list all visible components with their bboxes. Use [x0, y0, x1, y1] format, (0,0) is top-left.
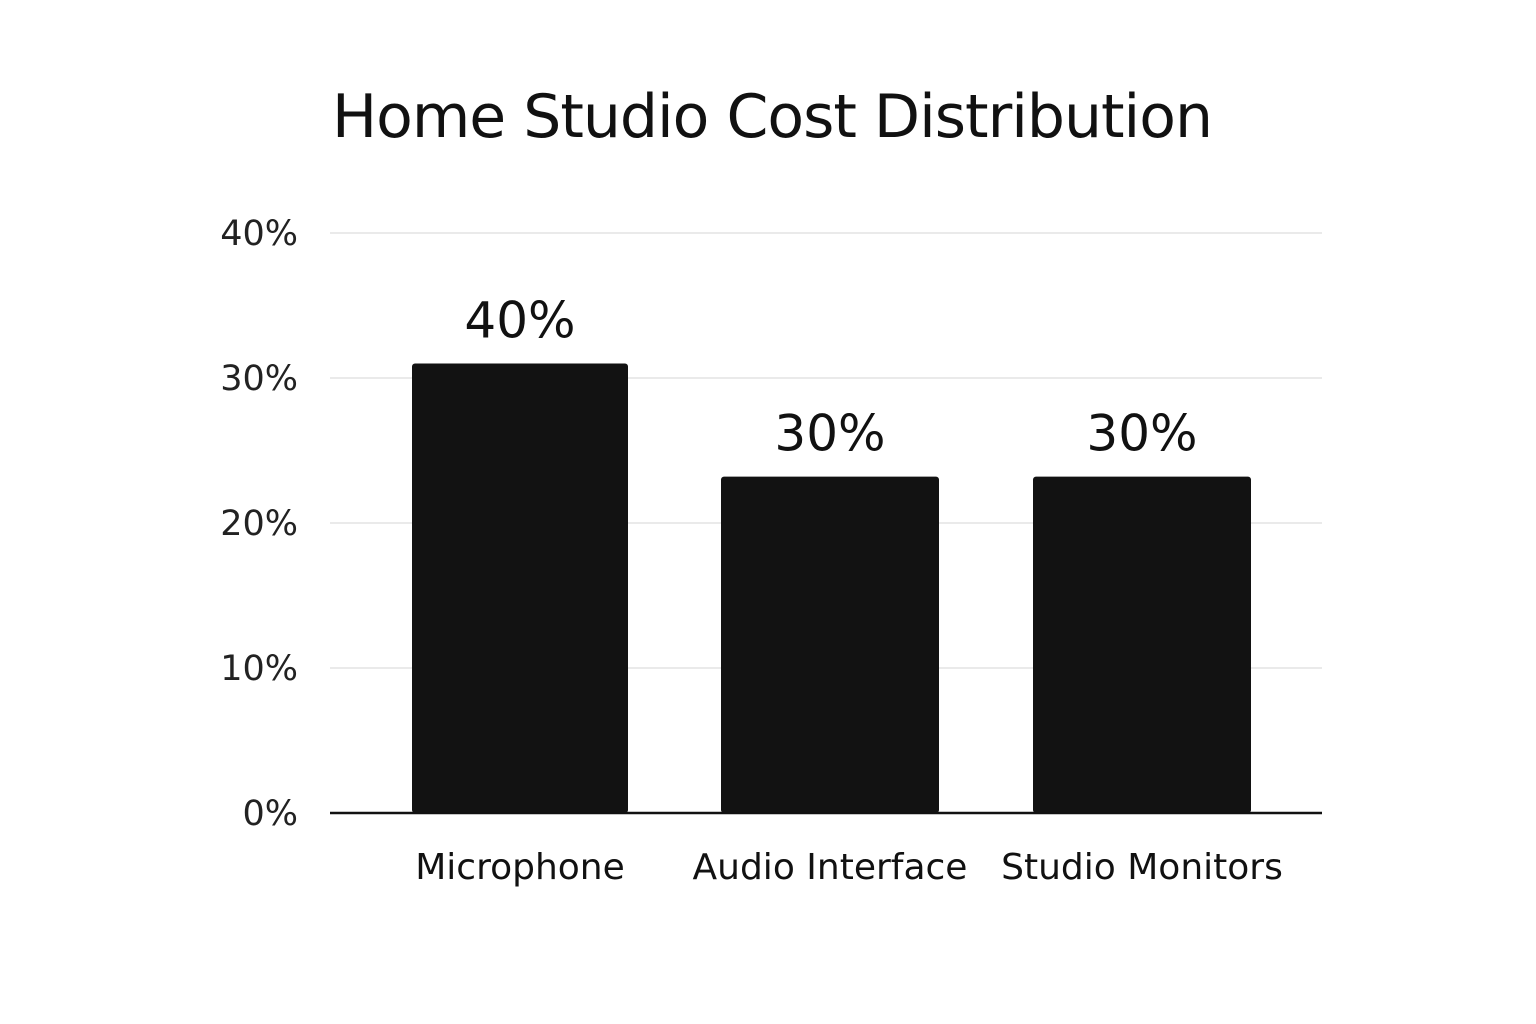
y-tick-label: 40% [220, 214, 298, 254]
bar-audio-interface [721, 476, 939, 813]
data-label: 30% [774, 405, 885, 463]
data-labels: 40% 30% 30% [464, 292, 1197, 463]
y-tick-label: 30% [220, 359, 298, 399]
y-tick-label: 0% [242, 794, 298, 834]
data-label: 40% [464, 292, 575, 350]
x-axis-categories: Microphone Audio Interface Studio Monitors [415, 847, 1283, 888]
bar-microphone [412, 363, 628, 813]
y-tick-label: 10% [220, 649, 298, 689]
bar-studio-monitors [1033, 476, 1251, 813]
bars [412, 363, 1251, 813]
category-label: Microphone [415, 847, 625, 888]
category-label: Audio Interface [693, 847, 968, 888]
data-label: 30% [1086, 405, 1197, 463]
category-label: Studio Monitors [1001, 847, 1283, 888]
y-axis-ticks: 0% 10% 20% 30% 40% [220, 214, 298, 834]
chart-title: Home Studio Cost Distribution [332, 82, 1213, 152]
y-tick-label: 20% [220, 504, 298, 544]
